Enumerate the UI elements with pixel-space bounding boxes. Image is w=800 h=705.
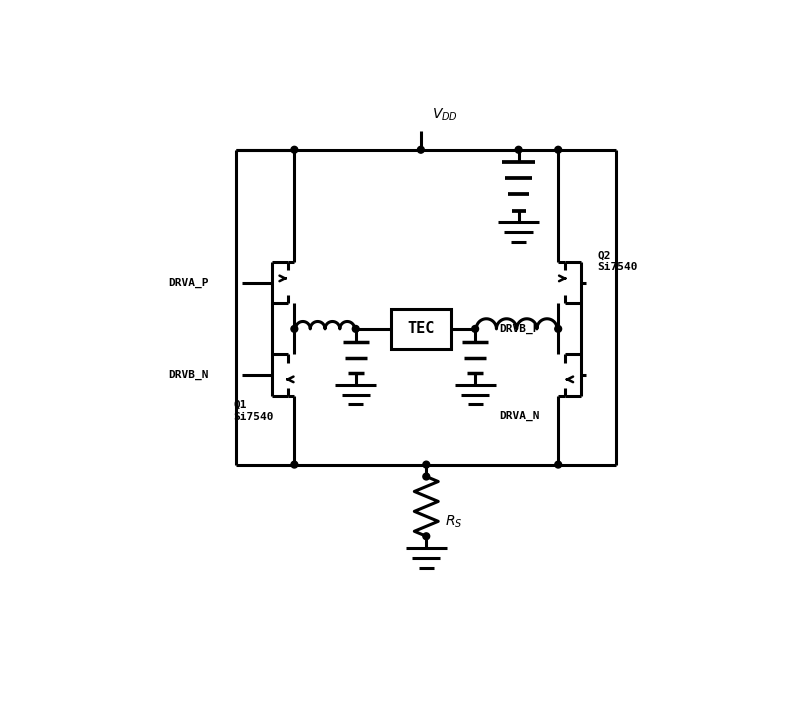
Circle shape: [291, 461, 298, 468]
Circle shape: [423, 473, 430, 480]
Text: $V_{DD}$: $V_{DD}$: [432, 106, 458, 123]
Circle shape: [423, 461, 430, 468]
Circle shape: [555, 461, 562, 468]
Text: DRVA_P: DRVA_P: [169, 278, 209, 288]
Circle shape: [291, 326, 298, 332]
Circle shape: [472, 326, 478, 332]
Text: Si7540: Si7540: [598, 262, 638, 272]
Circle shape: [352, 326, 359, 332]
Circle shape: [515, 147, 522, 153]
Circle shape: [291, 147, 298, 153]
Text: Si7540: Si7540: [234, 412, 274, 422]
Text: TEC: TEC: [407, 321, 434, 336]
Bar: [391, 309, 450, 349]
Text: Q2: Q2: [598, 250, 610, 260]
Text: DRVB_P: DRVB_P: [499, 324, 540, 334]
Circle shape: [555, 326, 562, 332]
Circle shape: [418, 147, 424, 153]
Text: DRVA_N: DRVA_N: [499, 410, 540, 421]
Text: DRVB_N: DRVB_N: [169, 370, 209, 380]
Text: Q1: Q1: [234, 400, 247, 410]
Circle shape: [555, 147, 562, 153]
Text: $R_S$: $R_S$: [446, 513, 463, 529]
Circle shape: [423, 533, 430, 539]
